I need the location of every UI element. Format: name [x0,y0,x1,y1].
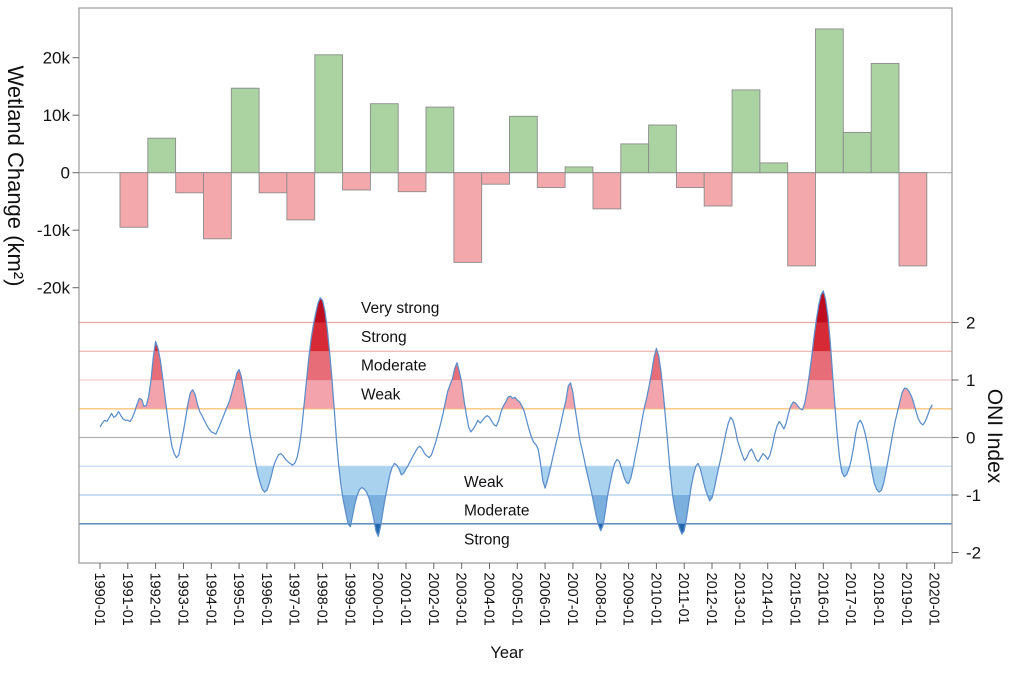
right-tick-label--1: -1 [966,486,981,505]
bar-1993 [175,172,204,194]
bar-2001 [397,172,427,193]
bar-1997 [286,172,316,221]
bar-2015 [787,172,816,267]
x-tick-label-2016-01: 2016-01 [814,573,830,626]
bar-1991 [119,172,149,228]
left-tick-label-0: 0 [61,164,70,183]
x-tick-label-2013-01: 2013-01 [731,573,747,626]
right-y-axis: 2 1 0 -1 -2 [952,314,981,563]
el-nino-label-strong: Strong [361,329,407,346]
bar-2016 [815,28,844,174]
left-tick-label--20k: -20k [37,279,71,298]
x-tick-label-2004-01: 2004-01 [481,573,497,626]
x-tick-label-2011-01: 2011-01 [675,573,691,625]
bar-1996 [258,172,288,194]
x-tick-label-2010-01: 2010-01 [647,573,663,626]
bar-2003 [453,172,483,263]
right-tick-label-0: 0 [966,429,975,448]
x-tick-label-2012-01: 2012-01 [703,573,719,626]
la-nina-label-strong: Strong [464,531,510,548]
right-tick-label-2: 2 [966,314,975,333]
el-nino-label-very-strong: Very strong [361,300,439,317]
left-y-axis: 20k 10k 0 -10k -20k [37,49,79,298]
bar-2018 [870,62,900,174]
la-nina-fill-weak [100,466,933,496]
left-tick-label--10k: -10k [37,221,71,240]
x-tick-label-2020-01: 2020-01 [926,573,942,626]
plot-border [78,7,953,564]
x-tick-label-2003-01: 2003-01 [453,573,469,626]
right-tick-label-1: 1 [966,371,975,390]
oni-index-curve [99,290,933,538]
left-tick-label-10k: 10k [43,106,71,125]
x-tick-label-2017-01: 2017-01 [842,573,858,626]
bar-1994 [203,172,232,240]
bar-2004 [481,172,510,185]
wetland-change-bar-series [119,28,928,267]
bar-2006 [536,172,566,189]
bar-2008 [592,172,622,210]
x-tick-label-2019-01: 2019-01 [898,573,914,626]
la-nina-fill-moderate [342,495,713,524]
x-tick-label-2008-01: 2008-01 [592,573,608,626]
x-tick-label-2015-01: 2015-01 [787,573,803,626]
bar-2009 [620,143,650,174]
x-tick-label-1998-01: 1998-01 [314,573,330,626]
left-y-axis-title: Wetland Change (km²) [3,66,28,287]
bar-2002 [425,106,455,174]
bar-1995 [230,87,260,174]
bar-2017 [842,131,872,174]
el-nino-fill-moderate [150,351,834,381]
right-tick-label--2: -2 [966,544,981,563]
bar-1992 [147,137,177,174]
x-tick-label-1996-01: 1996-01 [258,573,274,626]
x-tick-label-1993-01: 1993-01 [175,573,191,626]
oni-intensity-fills [100,290,933,537]
x-tick-label-1995-01: 1995-01 [230,573,246,626]
x-tick-label-2007-01: 2007-01 [564,573,580,626]
la-nina-label-moderate: Moderate [464,503,529,520]
x-tick-label-2009-01: 2009-01 [620,573,636,626]
bar-1998 [314,54,344,174]
el-nino-label-weak: Weak [361,386,401,403]
bar-2000 [369,103,399,174]
bar-2012 [703,172,733,207]
left-tick-label-20k: 20k [43,49,71,68]
x-tick-label-1997-01: 1997-01 [286,573,302,626]
x-tick-label-2018-01: 2018-01 [870,573,886,626]
bar-2005 [509,115,538,174]
right-y-axis-title: ONI Index [983,389,1006,484]
bar-2014 [759,162,789,174]
bar-2007 [564,166,594,174]
bar-2013 [731,89,761,174]
bar-2011 [675,172,705,189]
bar-1999 [342,172,371,191]
intensity-annotations: Very strong Strong Moderate Weak Weak Moderat… [361,300,529,548]
x-tick-label-2002-01: 2002-01 [425,573,441,626]
x-axis-title: Year [490,644,524,662]
la-nina-label-weak: Weak [464,474,504,491]
bar-2010 [648,124,677,174]
x-tick-label-1994-01: 1994-01 [202,573,218,626]
x-tick-label-2005-01: 2005-01 [508,573,524,626]
x-axis: 1990-01 1991-01 1992-01 1993-01 1994-01 1995-… [91,563,942,626]
la-nina-fill-strong [348,523,686,537]
x-tick-label-2006-01: 2006-01 [536,573,552,626]
x-tick-label-2000-01: 2000-01 [369,573,385,626]
x-tick-label-1991-01: 1991-01 [119,573,135,626]
x-tick-label-2014-01: 2014-01 [759,573,775,626]
x-tick-label-1990-01: 1990-01 [91,573,107,626]
el-nino-label-moderate: Moderate [361,358,426,375]
bar-2019 [898,172,928,267]
el-nino-fill-strong [154,322,831,352]
x-tick-label-1992-01: 1992-01 [147,573,163,626]
x-tick-label-1999-01: 1999-01 [341,573,357,626]
x-tick-label-2001-01: 2001-01 [397,573,413,626]
plot-background [79,8,952,563]
